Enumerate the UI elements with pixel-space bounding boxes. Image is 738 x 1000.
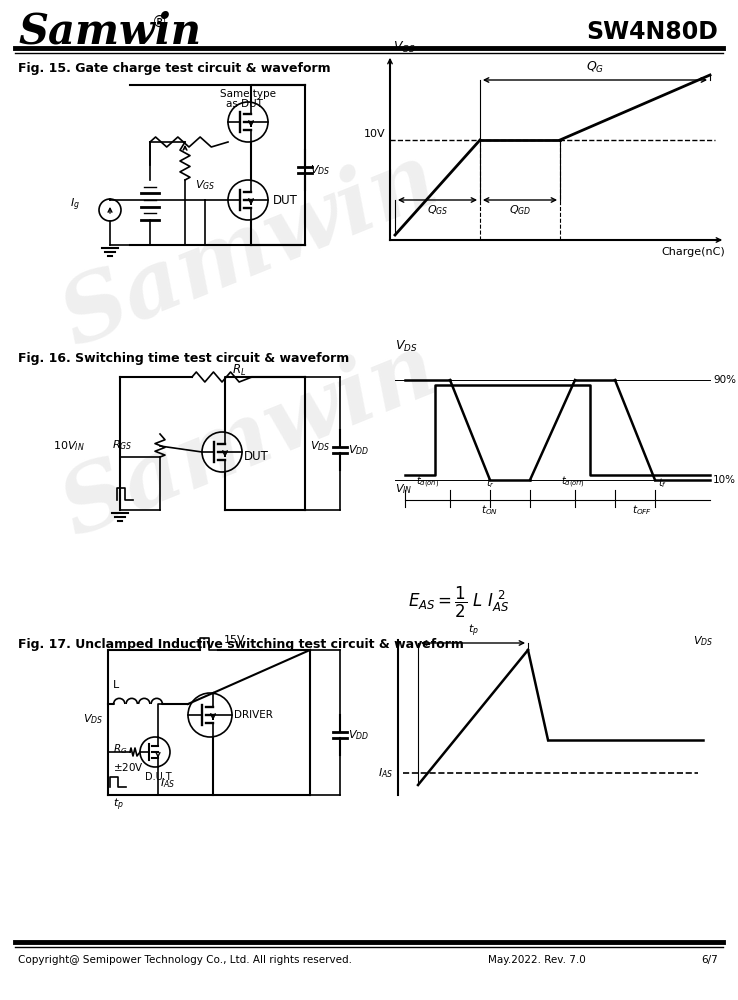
Text: $t_r$: $t_r$ — [486, 476, 494, 490]
Text: $R_{GS}$: $R_{GS}$ — [111, 439, 132, 452]
Text: ®: ® — [152, 14, 168, 29]
Text: $10V_{IN}$: $10V_{IN}$ — [53, 439, 85, 453]
Text: $t_f$: $t_f$ — [658, 476, 667, 490]
Text: Samwin: Samwin — [18, 11, 201, 53]
Text: as DUT: as DUT — [226, 99, 263, 109]
Text: $V_{GS}$: $V_{GS}$ — [195, 178, 215, 192]
Text: $Q_G$: $Q_G$ — [586, 60, 604, 75]
Text: $Q_{GS}$: $Q_{GS}$ — [427, 203, 448, 217]
Text: $V_{DS}$: $V_{DS}$ — [693, 634, 714, 648]
Text: Fig. 16. Switching time test circuit & waveform: Fig. 16. Switching time test circuit & w… — [18, 352, 349, 365]
Text: $t_p$: $t_p$ — [112, 797, 123, 813]
Text: 90%: 90% — [713, 375, 736, 385]
Text: L: L — [113, 680, 120, 690]
Text: Fig. 15. Gate charge test circuit & waveform: Fig. 15. Gate charge test circuit & wave… — [18, 62, 331, 75]
Text: $t_{OFF}$: $t_{OFF}$ — [632, 503, 652, 517]
Text: $V_{IN}$: $V_{IN}$ — [395, 482, 413, 496]
Text: Fig. 17. Unclamped Inductive switching test circuit & waveform: Fig. 17. Unclamped Inductive switching t… — [18, 638, 464, 651]
Text: $V_{DS}$: $V_{DS}$ — [310, 439, 331, 453]
Text: $V_{DD}$: $V_{DD}$ — [348, 728, 369, 742]
Text: $Q_{GD}$: $Q_{GD}$ — [508, 203, 531, 217]
Text: $V_{DS}$: $V_{DS}$ — [83, 712, 103, 726]
Text: $V_{DD}$: $V_{DD}$ — [348, 443, 369, 457]
Text: Samwin: Samwin — [50, 326, 450, 554]
Text: 6/7: 6/7 — [701, 955, 718, 965]
Text: Charge(nC): Charge(nC) — [661, 247, 725, 257]
Text: Samwin: Samwin — [50, 136, 450, 364]
Text: $R_G$: $R_G$ — [113, 742, 128, 756]
Text: $V_{GS}$: $V_{GS}$ — [393, 40, 415, 55]
Text: Copyright@ Semipower Technology Co., Ltd. All rights reserved.: Copyright@ Semipower Technology Co., Ltd… — [18, 955, 352, 965]
Text: $t_p$: $t_p$ — [468, 623, 478, 639]
Text: Same type: Same type — [220, 89, 276, 99]
Text: DRIVER: DRIVER — [234, 710, 273, 720]
Text: 10V: 10V — [363, 129, 385, 139]
Text: $I_{AS}$: $I_{AS}$ — [160, 776, 176, 790]
Text: DUT: DUT — [244, 450, 269, 464]
Text: $\pm$20V: $\pm$20V — [113, 761, 144, 773]
Text: $R_L$: $R_L$ — [232, 362, 246, 378]
Text: SW4N80D: SW4N80D — [586, 20, 718, 44]
Text: $E_{AS} = \dfrac{1}{2}\ L\ I_{AS}^{\ 2}$: $E_{AS} = \dfrac{1}{2}\ L\ I_{AS}^{\ 2}$ — [408, 585, 509, 620]
Text: $t_{d(on)}$: $t_{d(on)}$ — [415, 475, 439, 490]
Text: D.U.T: D.U.T — [145, 772, 171, 782]
Text: $t_{ON}$: $t_{ON}$ — [481, 503, 498, 517]
Text: 10%: 10% — [713, 475, 736, 485]
Text: May.2022. Rev. 7.0: May.2022. Rev. 7.0 — [488, 955, 586, 965]
Text: $I_{AS}$: $I_{AS}$ — [378, 766, 393, 780]
Text: $t_{d(off)}$: $t_{d(off)}$ — [561, 475, 584, 490]
Text: 15V: 15V — [224, 635, 246, 645]
Text: $V_{DS}$: $V_{DS}$ — [310, 163, 331, 177]
Text: DUT: DUT — [273, 194, 298, 207]
Text: $I_g$: $I_g$ — [70, 197, 80, 213]
Text: $V_{DS}$: $V_{DS}$ — [395, 339, 418, 354]
